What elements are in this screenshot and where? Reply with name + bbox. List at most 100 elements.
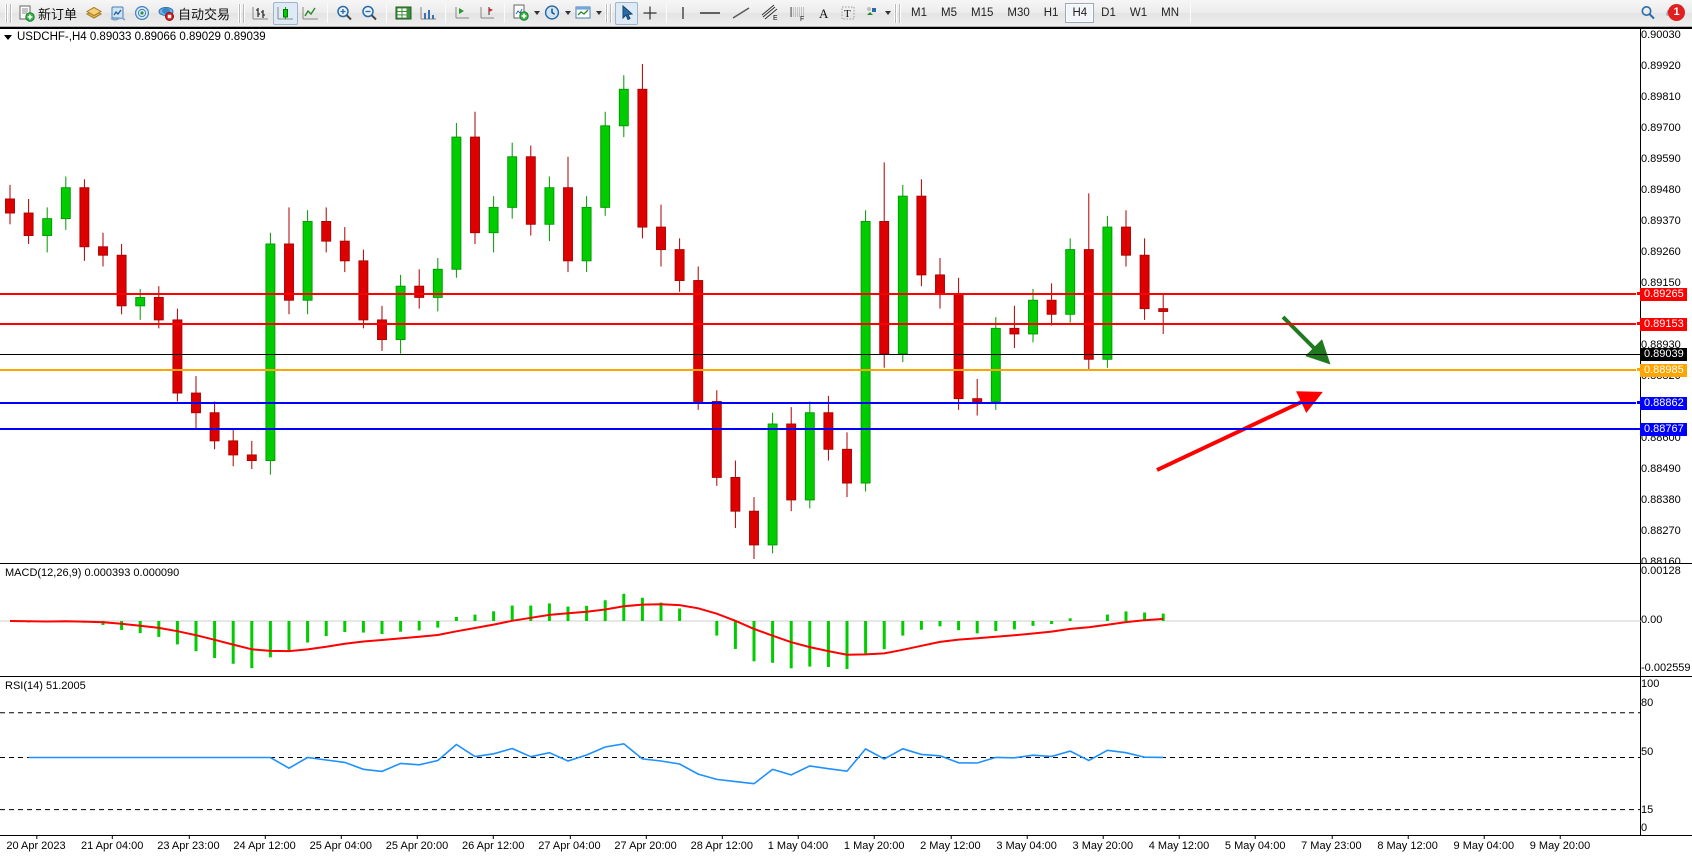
symbol-quote-bar: USDCHF-,H4 0.89033 0.89066 0.89029 0.890… <box>4 31 266 43</box>
time-tick: 1 May 04:00 <box>768 835 828 852</box>
fibonacci-icon: E <box>761 4 778 22</box>
scroll-end-button[interactable] <box>450 2 475 25</box>
rsi-series <box>0 712 1641 811</box>
price-tick: 0.89260 <box>1641 246 1681 258</box>
price-scale[interactable]: 0.90030 0.89920 0.89810 0.89700 0.89590 … <box>1640 29 1692 563</box>
horizontal-line-button[interactable] <box>694 2 726 25</box>
auto-trading-label: 自动交易 <box>178 6 231 22</box>
crosshair-button[interactable] <box>638 2 662 25</box>
data-window-button[interactable] <box>391 2 416 25</box>
period-button[interactable] <box>540 2 564 25</box>
price-tick: 0.88270 <box>1641 525 1681 537</box>
fibonacci-button[interactable]: E <box>756 2 784 25</box>
timeframe-m1[interactable]: M1 <box>911 7 928 19</box>
channel-icon: F <box>790 7 806 22</box>
trendline-icon <box>732 7 750 19</box>
candlestick-chart-icon <box>277 7 294 20</box>
shapes-button[interactable] <box>860 2 884 25</box>
vertical-line-icon <box>681 7 684 19</box>
macd-tick: 0.00128 <box>1641 565 1681 577</box>
bar-chart-button[interactable] <box>248 2 273 25</box>
templates-dropdown-arrow[interactable] <box>596 11 603 15</box>
indicators-dropdown-arrow[interactable] <box>534 11 541 15</box>
layers-button[interactable] <box>82 2 106 25</box>
rsi-plot[interactable] <box>0 677 1692 837</box>
level-label-resistance-1[interactable]: 0.89265 <box>1640 288 1687 301</box>
time-tick: 27 Apr 04:00 <box>538 835 601 852</box>
macd-plot[interactable] <box>0 564 1692 676</box>
macd-scale[interactable]: 0.00128 0.00 -0.002559 <box>1641 564 1692 676</box>
time-tick: 8 May 12:00 <box>1377 835 1438 852</box>
channel-button[interactable]: F <box>784 2 812 25</box>
templates-button[interactable] <box>571 2 595 25</box>
macd-pane[interactable]: MACD(12,26,9) 0.000393 0.000090 0.00128 … <box>0 563 1692 676</box>
level-label-support-1[interactable]: 0.88862 <box>1640 397 1687 410</box>
time-axis[interactable]: 20 Apr 2023 21 Apr 04:00 23 Apr 23:00 24 Ap… <box>0 835 1692 857</box>
indicators-button[interactable] <box>509 2 533 25</box>
toolbar-grip-2[interactable] <box>238 3 246 23</box>
rsi-tick: 15 <box>1641 804 1654 816</box>
time-tick: 21 Apr 04:00 <box>81 835 143 852</box>
timeframe-h1[interactable]: H1 <box>1043 7 1059 19</box>
candlestick-chart-button[interactable] <box>273 1 299 25</box>
level-label-pivot[interactable]: 0.88985 <box>1640 364 1687 377</box>
timeframe-m5[interactable]: M5 <box>941 7 957 19</box>
symbol-ohlc-text: USDCHF-,H4 0.89033 0.89066 0.89029 0.890… <box>17 31 266 43</box>
price-tick: 0.88600 <box>1641 432 1681 444</box>
line-chart-button[interactable] <box>298 2 323 25</box>
cursor-button[interactable] <box>615 1 639 25</box>
toolbar-grip-4[interactable] <box>894 3 902 23</box>
zoom-out-icon <box>362 5 377 21</box>
timeframe-m30[interactable]: M30 <box>1007 7 1030 19</box>
navigator-button[interactable] <box>130 2 154 25</box>
zoom-out-button[interactable] <box>357 2 382 25</box>
zoom-in-icon <box>337 5 352 21</box>
time-tick: 24 Apr 12:00 <box>233 835 296 852</box>
time-tick: 25 Apr 20:00 <box>386 835 448 852</box>
timeframe-h4[interactable]: H4 <box>1065 3 1095 23</box>
notification-button[interactable]: 1 <box>1660 2 1685 25</box>
chart-collapse-icon[interactable] <box>4 34 12 40</box>
text-button[interactable]: A <box>812 2 836 25</box>
time-tick: 28 Apr 12:00 <box>691 835 753 852</box>
price-tick: 0.89810 <box>1641 91 1681 103</box>
terminal-button[interactable] <box>106 2 130 25</box>
candlestick-series <box>5 63 1169 559</box>
rsi-pane[interactable]: RSI(14) 51.2005 100 80 50 15 0 <box>0 676 1692 837</box>
search-button[interactable] <box>1636 2 1660 25</box>
chart-shift-button[interactable] <box>475 2 500 25</box>
price-pane[interactable]: USDCHF-,H4 0.89033 0.89066 0.89029 0.890… <box>0 29 1692 563</box>
timeframe-d1[interactable]: D1 <box>1101 7 1116 19</box>
toolbar-grip-3[interactable] <box>605 3 613 23</box>
zoom-in-button[interactable] <box>332 2 357 25</box>
chart-window[interactable]: USDCHF-,H4 0.89033 0.89066 0.89029 0.890… <box>0 27 1692 857</box>
price-tick: 0.88490 <box>1641 463 1681 475</box>
vertical-line-button[interactable] <box>671 2 694 25</box>
period-dropdown-arrow[interactable] <box>565 11 572 15</box>
time-tick: 7 May 23:00 <box>1301 835 1362 852</box>
time-tick: 3 May 20:00 <box>1073 835 1133 852</box>
timeframe-m15[interactable]: M15 <box>971 7 994 19</box>
price-tick: 0.89700 <box>1641 122 1681 134</box>
rsi-scale[interactable]: 100 80 50 15 0 <box>1641 677 1692 837</box>
price-plot[interactable] <box>0 29 1692 563</box>
trendline-button[interactable] <box>726 2 756 25</box>
auto-trading-button[interactable]: 自动交易 <box>154 2 235 25</box>
time-tick: 9 May 20:00 <box>1530 835 1590 852</box>
new-order-button[interactable]: 新订单 <box>15 2 82 25</box>
volumes-button[interactable] <box>416 2 441 25</box>
time-tick: 23 Apr 23:00 <box>157 835 220 852</box>
rsi-tick: 50 <box>1641 746 1654 758</box>
toolbar-grip[interactable] <box>5 3 12 23</box>
level-label-support-2[interactable]: 0.88767 <box>1640 423 1687 436</box>
timeframe-w1[interactable]: W1 <box>1129 7 1148 19</box>
shapes-icon <box>867 7 877 15</box>
shapes-dropdown-arrow[interactable] <box>885 11 892 15</box>
time-tick: 2 May 12:00 <box>920 835 981 852</box>
label-button[interactable]: T <box>836 2 860 25</box>
macd-tick: -0.002559 <box>1641 662 1691 674</box>
timeframe-mn[interactable]: MN <box>1161 7 1179 19</box>
level-label-resistance-2[interactable]: 0.89153 <box>1640 318 1687 331</box>
chart-shift-icon <box>480 7 495 19</box>
layers-icon <box>86 6 103 19</box>
